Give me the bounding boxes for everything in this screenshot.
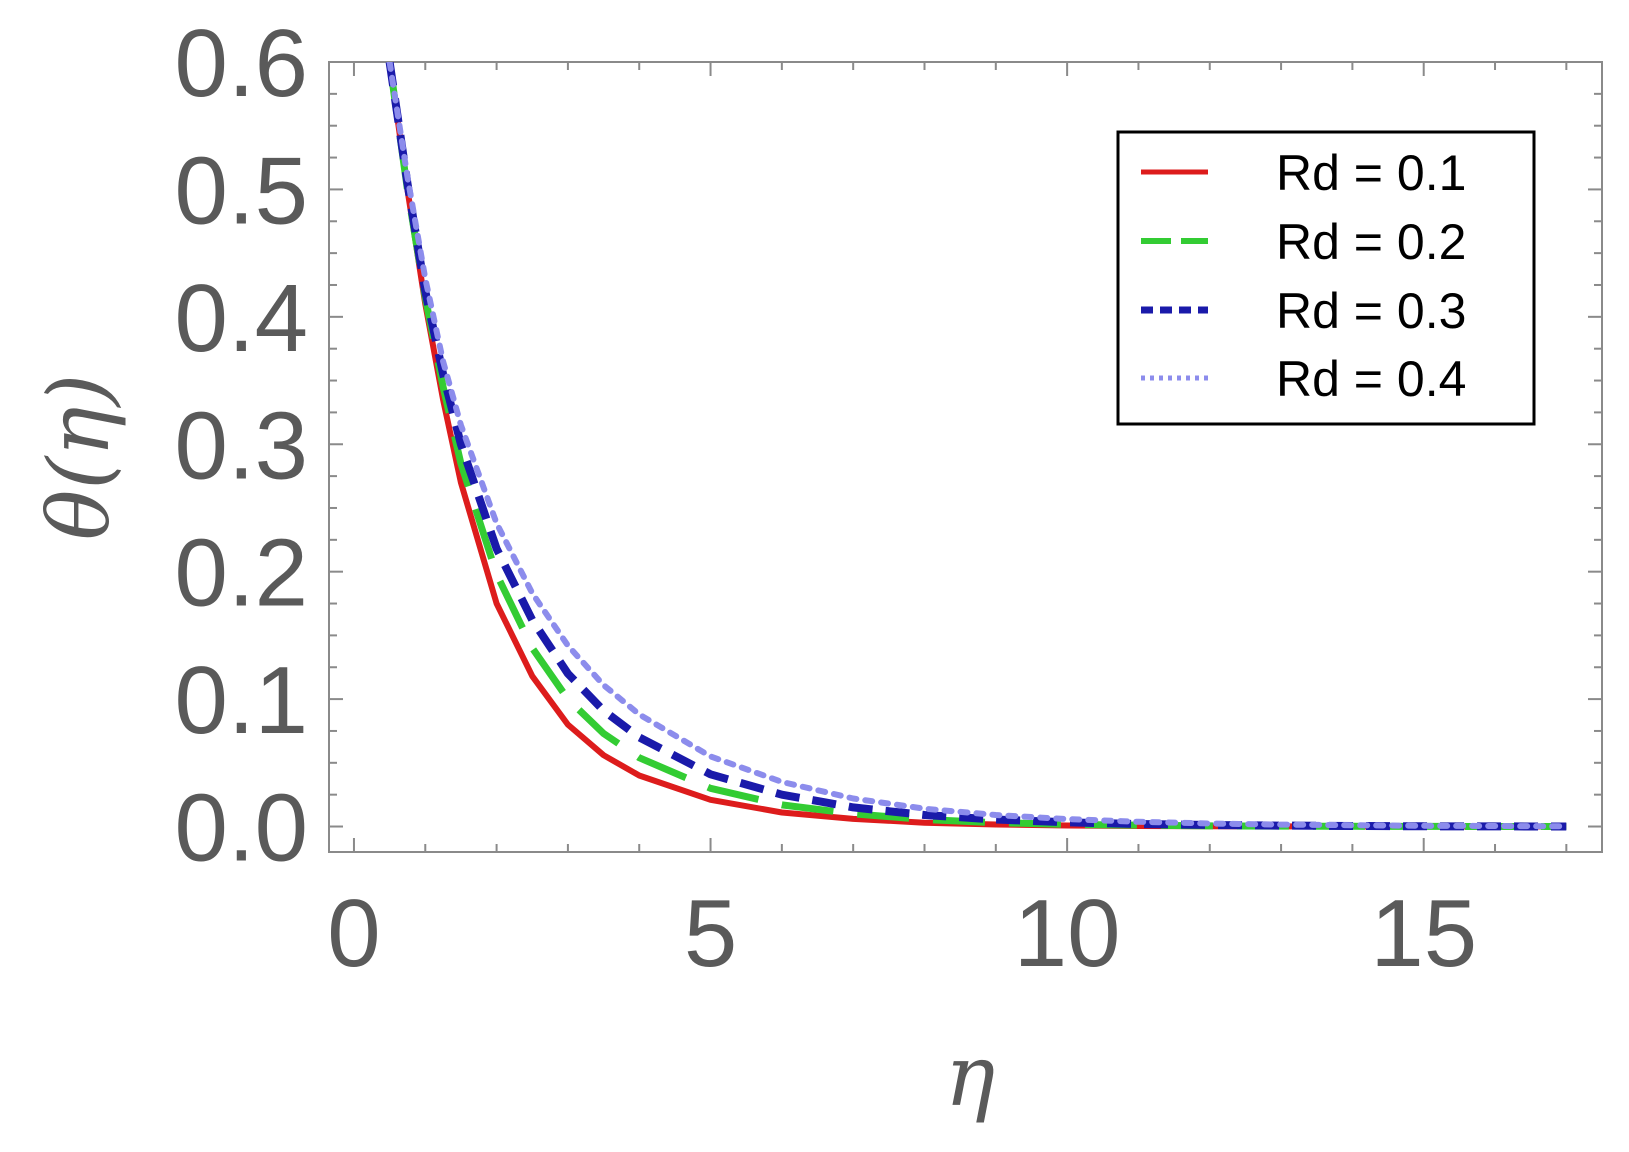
tick-labels: 0 5 10 15 0.0 0.1 0.2 0.3 0.4 0.5 0.6 xyxy=(175,10,1478,987)
y-tick-label: 0.2 xyxy=(175,520,308,627)
plot-frame xyxy=(328,61,1603,853)
x-tick-label: 10 xyxy=(1014,880,1121,987)
legend: Rd = 0.1 Rd = 0.2 Rd = 0.3 Rd = 0.4 xyxy=(1116,130,1536,426)
legend-label: Rd = 0.1 xyxy=(1276,145,1466,201)
y-tick-label: 0.3 xyxy=(175,392,308,499)
y-tick-label: 0.1 xyxy=(175,647,308,754)
y-tick-label: 0.4 xyxy=(175,265,308,372)
y-tick-label: 0.6 xyxy=(175,10,308,117)
series-line-2 xyxy=(386,62,1567,830)
legend-box xyxy=(1116,130,1536,426)
series-lines xyxy=(385,62,1570,831)
legend-label: Rd = 0.3 xyxy=(1276,283,1466,339)
x-tick-label: 5 xyxy=(684,880,737,987)
y-tick-label: 0.5 xyxy=(175,137,308,244)
series-line-4 xyxy=(386,62,1570,830)
axis-ticks xyxy=(329,61,1602,852)
y-tick-label: 0.0 xyxy=(175,775,308,882)
x-axis-label: η xyxy=(945,1027,995,1125)
legend-label: Rd = 0.4 xyxy=(1276,351,1466,407)
x-tick-label: 15 xyxy=(1370,880,1477,987)
x-tick-label: 0 xyxy=(327,880,380,987)
legend-label: Rd = 0.2 xyxy=(1276,214,1466,270)
y-axis-label: θ(η) xyxy=(30,374,128,540)
